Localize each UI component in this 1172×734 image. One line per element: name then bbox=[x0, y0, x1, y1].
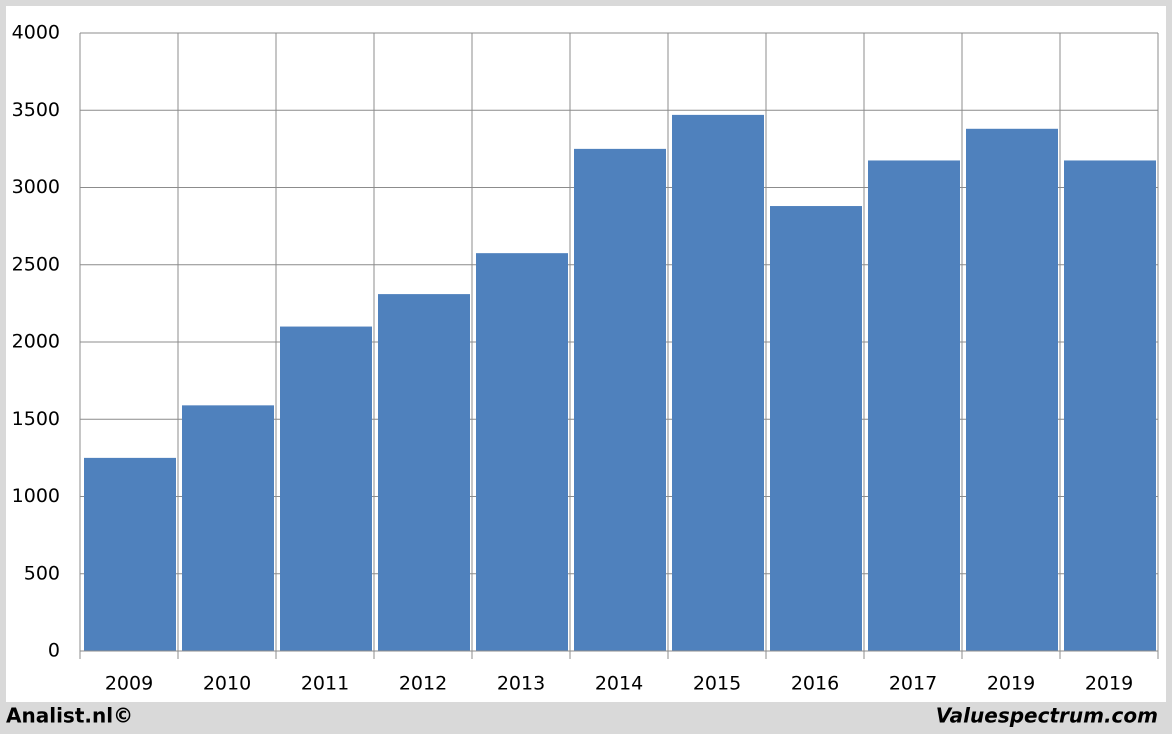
y-tick-label: 1500 bbox=[12, 408, 60, 430]
footer-right: Valuespectrum.com bbox=[936, 704, 1158, 728]
bar bbox=[1064, 160, 1156, 651]
bar bbox=[574, 148, 666, 651]
x-tick-label: 2016 bbox=[791, 673, 839, 695]
y-tick-label: 4000 bbox=[12, 22, 60, 44]
bar bbox=[280, 326, 372, 651]
x-tick-label: 2015 bbox=[693, 673, 741, 695]
y-tick-label: 2000 bbox=[12, 331, 60, 353]
x-tick-label: 2013 bbox=[497, 673, 545, 695]
bar bbox=[378, 294, 470, 651]
x-tick-label: 2014 bbox=[595, 673, 643, 695]
bar bbox=[672, 114, 764, 651]
y-tick-label: 500 bbox=[24, 562, 60, 584]
bar bbox=[868, 160, 960, 651]
bar bbox=[770, 206, 862, 652]
y-tick-label: 1000 bbox=[12, 485, 60, 507]
bar bbox=[84, 457, 176, 651]
x-tick-label: 2009 bbox=[105, 673, 153, 695]
bar bbox=[966, 128, 1058, 652]
x-tick-label: 2010 bbox=[203, 673, 251, 695]
x-tick-label: 2017 bbox=[889, 673, 937, 695]
bar bbox=[476, 253, 568, 651]
footer-left: Analist.nl© bbox=[6, 704, 133, 728]
y-tick-label: 3500 bbox=[12, 99, 60, 121]
x-tick-label: 2011 bbox=[301, 673, 349, 695]
x-tick-label: 2019 bbox=[987, 673, 1035, 695]
y-tick-label: 0 bbox=[48, 640, 60, 662]
x-tick-label: 2019 bbox=[1085, 673, 1133, 695]
y-tick-label: 3000 bbox=[12, 176, 60, 198]
bar bbox=[182, 405, 274, 651]
y-tick-label: 2500 bbox=[12, 253, 60, 275]
x-tick-label: 2012 bbox=[399, 673, 447, 695]
